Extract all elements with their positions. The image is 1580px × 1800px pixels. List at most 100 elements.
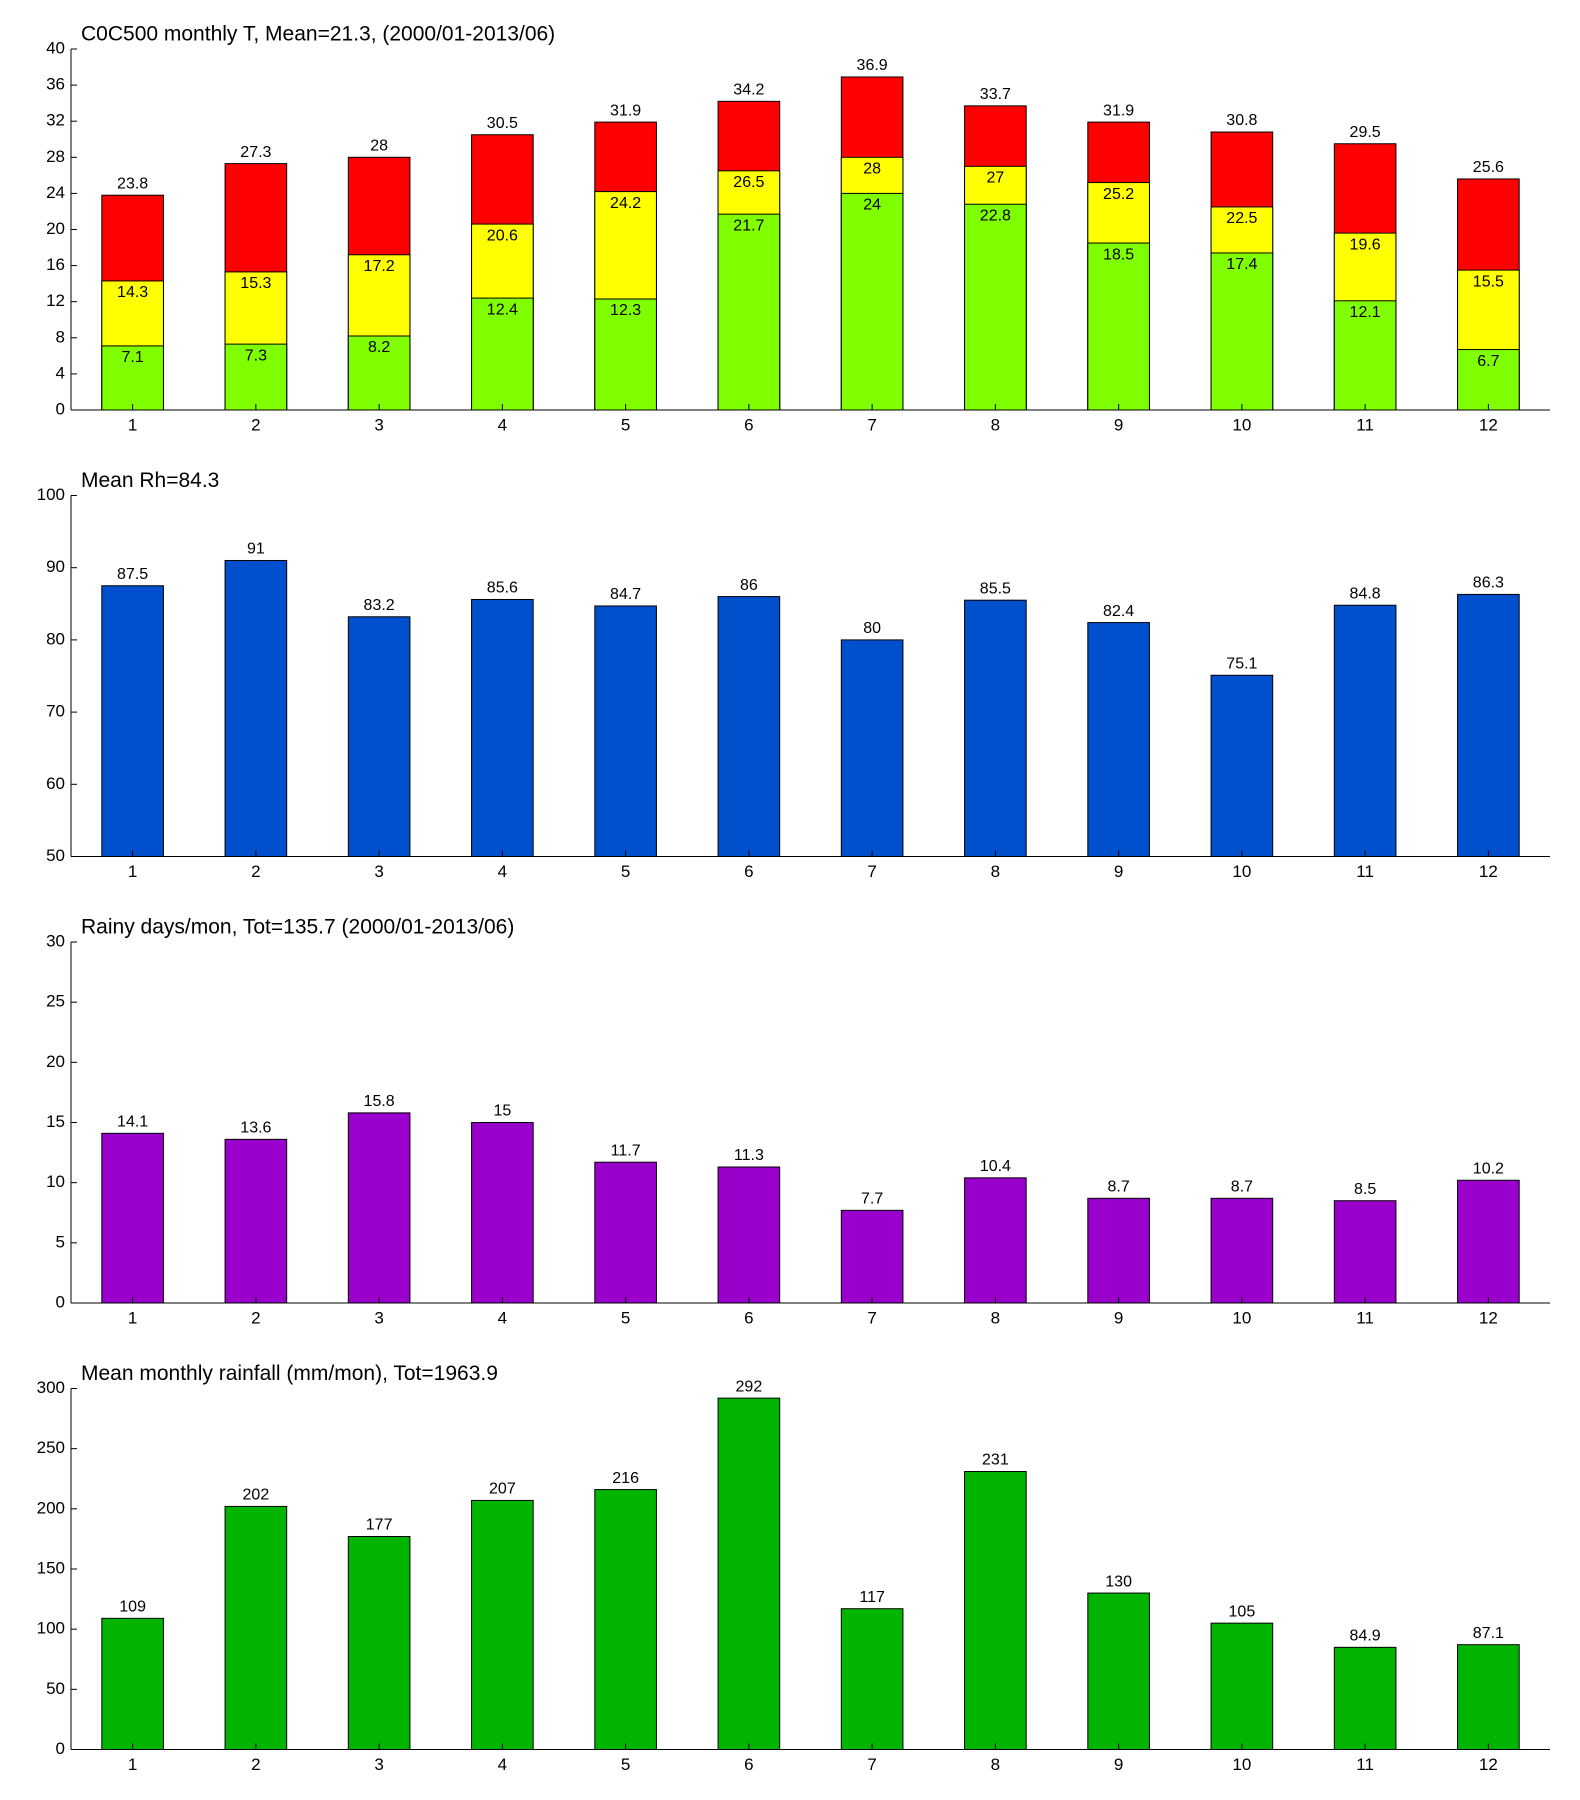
x-tick-label: 5 [621, 1308, 630, 1327]
value-label: 84.9 [1350, 1628, 1381, 1645]
value-label: 20.6 [487, 227, 518, 244]
x-tick-label: 2 [251, 415, 260, 434]
value-label: 22.5 [1226, 210, 1257, 227]
x-tick-label: 6 [744, 1755, 753, 1774]
y-tick-label: 90 [46, 557, 65, 576]
y-tick-label: 200 [37, 1498, 65, 1517]
chart-title: Rainy days/mon, Tot=135.7 (2000/01-2013/… [81, 916, 514, 939]
bar [594, 1161, 657, 1304]
value-label: 216 [612, 1470, 639, 1487]
y-tick-label: 4 [56, 363, 65, 382]
value-label: 8.5 [1354, 1181, 1376, 1198]
y-tick-label: 100 [37, 1619, 65, 1638]
value-label: 7.7 [861, 1191, 883, 1208]
value-label: 292 [736, 1378, 763, 1395]
x-tick-label: 9 [1114, 1308, 1123, 1327]
bar [717, 1397, 781, 1751]
value-label: 231 [982, 1452, 1009, 1469]
value-label: 13.6 [240, 1120, 271, 1137]
x-tick-label: 5 [621, 862, 630, 881]
value-label: 27.3 [240, 144, 271, 161]
x-tick-label: 8 [991, 1308, 1000, 1327]
bar [471, 1499, 534, 1751]
x-tick-label: 3 [374, 862, 383, 881]
x-tick-label: 7 [867, 1755, 876, 1774]
value-label: 202 [243, 1487, 270, 1504]
x-tick-label: 2 [251, 862, 260, 881]
bar [964, 203, 1027, 411]
value-label: 85.5 [980, 580, 1011, 597]
value-label: 86.3 [1473, 575, 1504, 592]
y-tick-label: 50 [46, 1679, 65, 1698]
value-label: 7.1 [122, 349, 144, 366]
y-tick-label: 25 [46, 992, 65, 1011]
y-tick-label: 60 [46, 774, 65, 793]
y-tick-label: 24 [46, 183, 65, 202]
chart-title: Mean Rh=84.3 [81, 469, 219, 492]
x-tick-label: 5 [621, 415, 630, 434]
x-tick-label: 2 [251, 1755, 260, 1774]
value-label: 15 [493, 1103, 511, 1120]
bar [840, 639, 904, 858]
x-tick-label: 3 [374, 1755, 383, 1774]
value-label: 25.6 [1473, 159, 1504, 176]
bar [717, 596, 781, 858]
y-tick-label: 50 [46, 846, 65, 865]
x-tick-label: 10 [1232, 1308, 1251, 1327]
x-tick-label: 1 [128, 1755, 137, 1774]
y-tick-label: 30 [46, 931, 65, 950]
value-label: 75.1 [1226, 655, 1257, 672]
value-label: 23.8 [117, 175, 148, 192]
y-tick-label: 10 [46, 1172, 65, 1191]
value-label: 12.3 [610, 302, 641, 319]
bar [101, 585, 164, 857]
value-label: 14.1 [117, 1114, 148, 1131]
bar [1087, 1592, 1150, 1750]
value-label: 80 [863, 620, 881, 637]
bar [347, 616, 411, 858]
value-label: 24 [863, 197, 881, 214]
x-tick-label: 2 [251, 1308, 260, 1327]
x-tick-label: 8 [991, 862, 1000, 881]
value-label: 30.8 [1226, 112, 1257, 129]
value-label: 19.6 [1350, 236, 1381, 253]
value-label: 11.7 [611, 1142, 641, 1159]
x-tick-label: 7 [867, 415, 876, 434]
bar [964, 1177, 1027, 1304]
value-label: 10.2 [1473, 1160, 1504, 1177]
value-label: 82.4 [1103, 603, 1134, 620]
x-tick-label: 3 [374, 415, 383, 434]
x-tick-label: 7 [867, 862, 876, 881]
value-label: 31.9 [610, 102, 641, 119]
x-tick-label: 12 [1479, 415, 1498, 434]
value-label: 17.2 [364, 258, 395, 275]
x-tick-label: 9 [1114, 862, 1123, 881]
value-label: 86 [740, 577, 758, 594]
value-label: 105 [1229, 1603, 1256, 1620]
x-tick-label: 8 [991, 415, 1000, 434]
x-tick-label: 1 [128, 1308, 137, 1327]
value-label: 24.2 [610, 195, 641, 212]
x-tick-label: 9 [1114, 415, 1123, 434]
value-label: 22.8 [980, 207, 1011, 224]
value-label: 109 [119, 1599, 146, 1616]
value-label: 15.5 [1473, 273, 1504, 290]
value-label: 29.5 [1350, 124, 1381, 141]
y-tick-label: 36 [46, 75, 65, 94]
value-label: 21.7 [733, 217, 764, 234]
y-tick-label: 12 [46, 291, 65, 310]
bar [224, 559, 288, 857]
bar [840, 1608, 904, 1750]
value-label: 18.5 [1103, 246, 1134, 263]
bar [471, 598, 534, 858]
x-tick-label: 4 [498, 1755, 507, 1774]
y-tick-label: 20 [46, 1052, 65, 1071]
bar [1087, 622, 1150, 858]
y-tick-label: 28 [46, 147, 65, 166]
value-label: 8.2 [368, 339, 390, 356]
bar [471, 1122, 534, 1304]
x-tick-label: 1 [128, 415, 137, 434]
bar [717, 1166, 781, 1304]
value-label: 85.6 [487, 580, 518, 597]
